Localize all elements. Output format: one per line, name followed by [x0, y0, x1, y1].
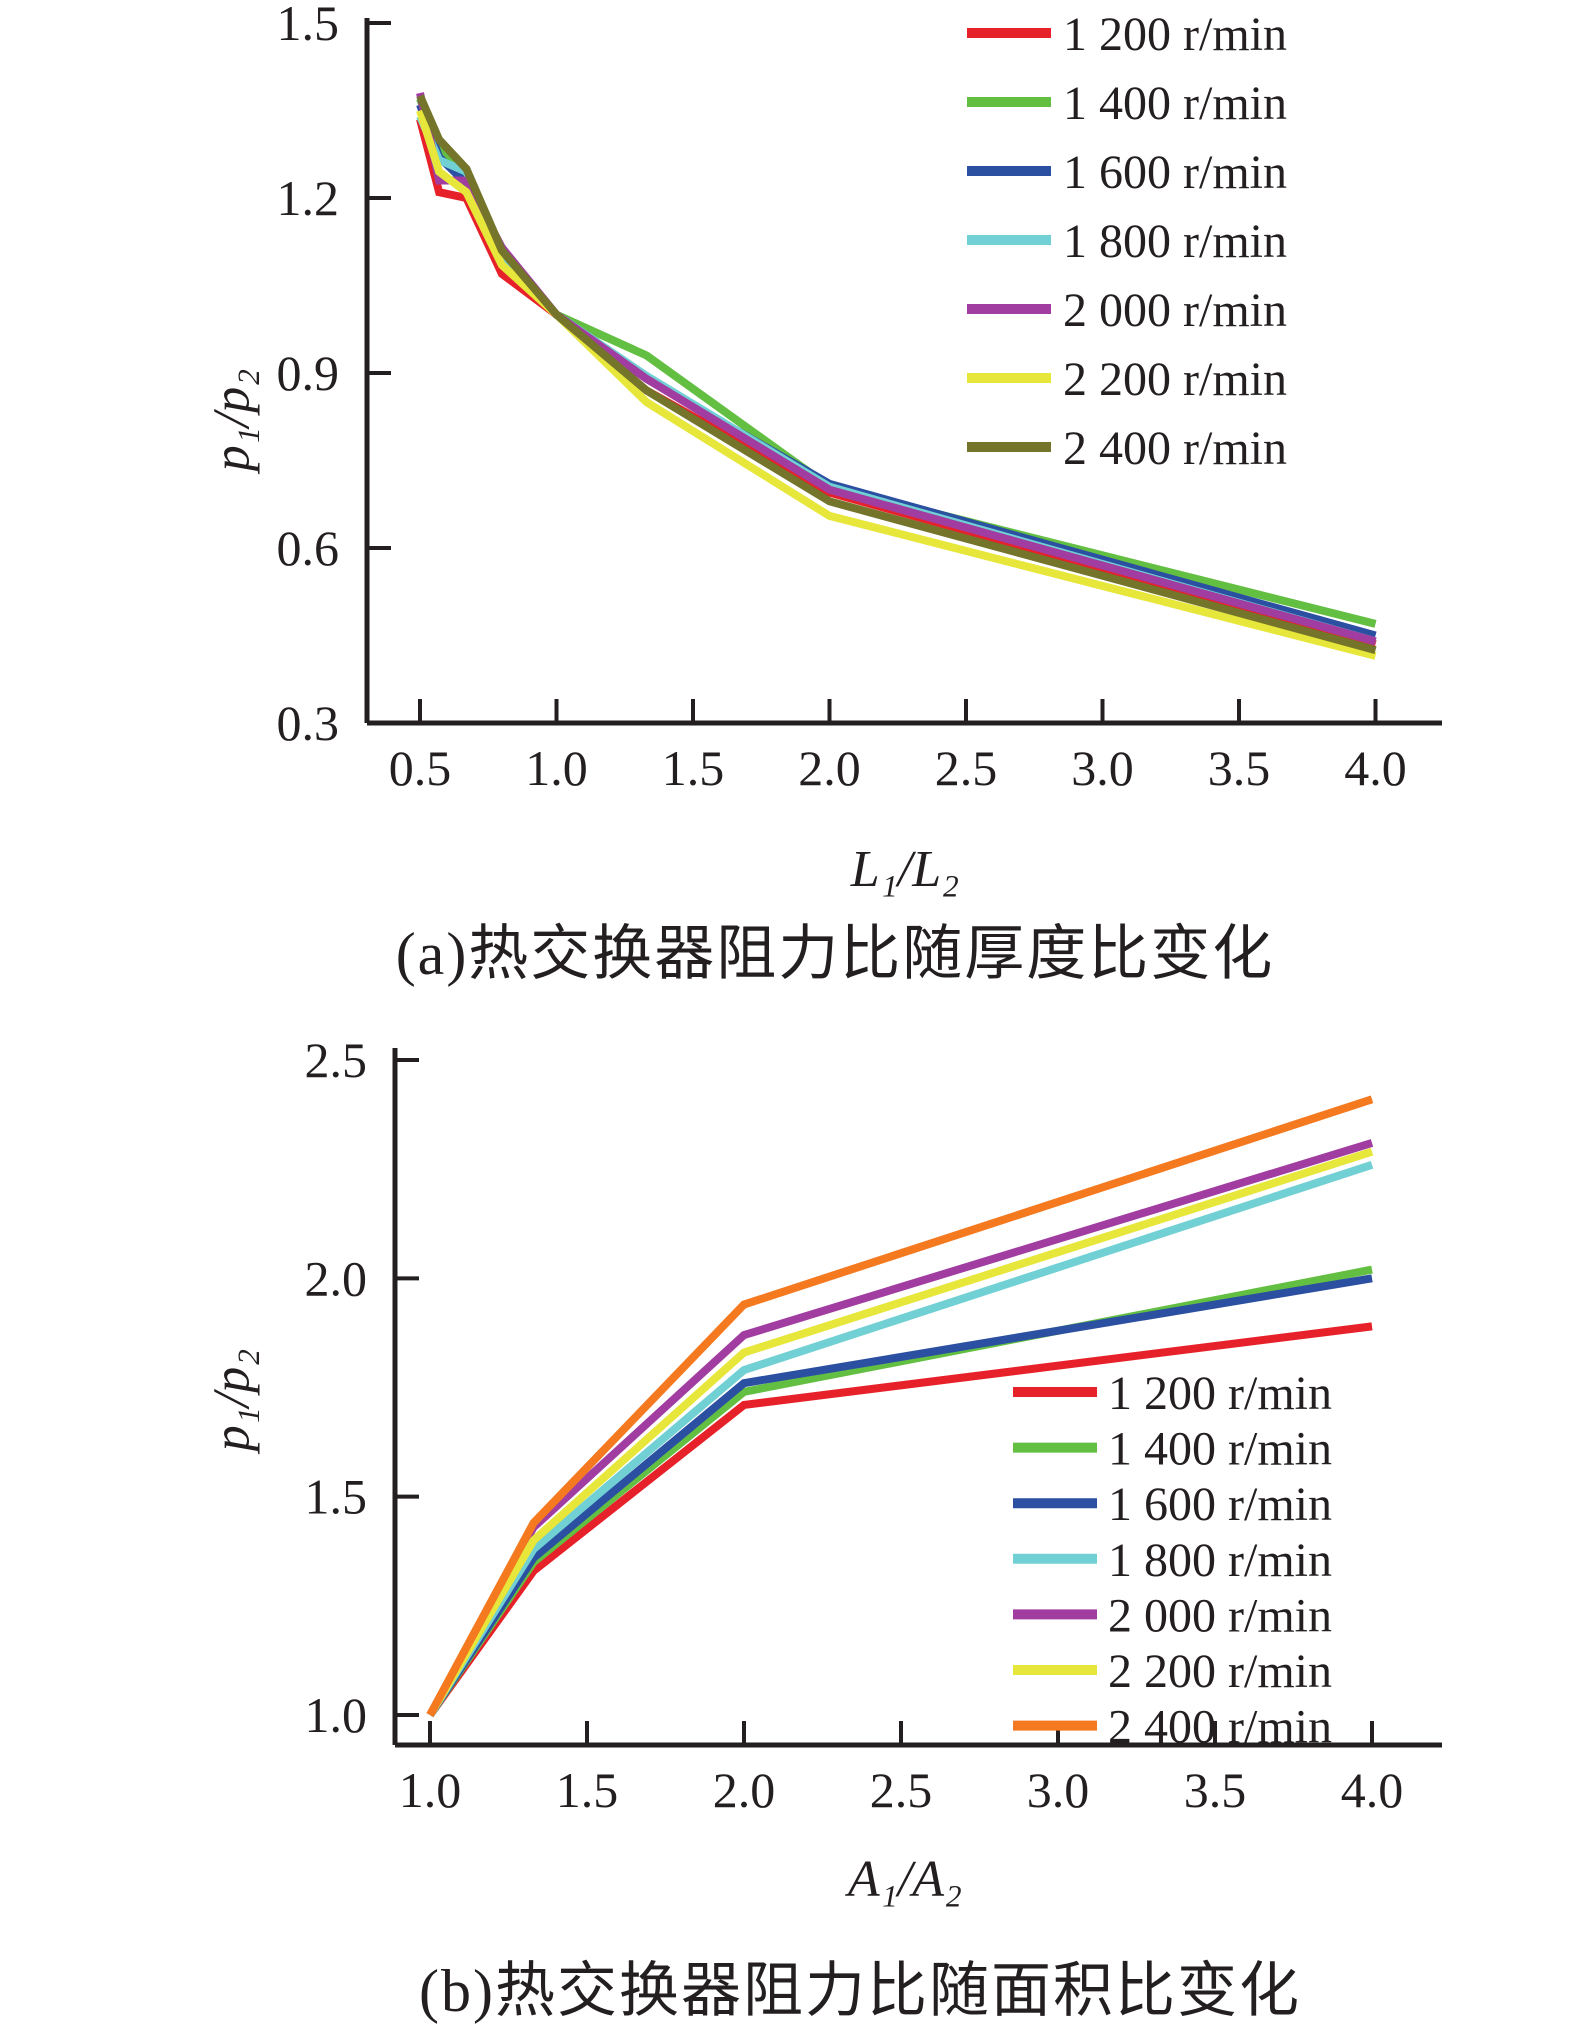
chart-a: 0.5 1.0 1.5 2.0 2.5 3.0 3.5 4.0 1.5 1.2 0.9 0.6 0.3 1… [277, 0, 1442, 796]
x-tick-label: 2.5 [870, 1762, 933, 1818]
chart-a-legend: 1 200 r/min 1 400 r/min 1 600 r/min 1 800 r… [967, 8, 1287, 475]
legend-label: 1 800 r/min [1108, 1534, 1332, 1587]
x-tick-label: 1.5 [662, 740, 725, 796]
x-tick-label: 2.0 [798, 740, 861, 796]
x-tick-label: 0.5 [389, 740, 452, 796]
chart-a-caption: (a)热交换器阻力比随厚度比变化 [395, 921, 1275, 987]
x-tick-label: 2.5 [935, 740, 998, 796]
legend-label: 1 600 r/min [1108, 1478, 1332, 1531]
series-line-b-2200r/min [426, 1147, 1374, 1718]
chart-a-x-axis-title: L₁/L₂ [850, 841, 960, 898]
x-tick-label: 3.0 [1071, 740, 1134, 796]
legend-label: 2 000 r/min [1063, 284, 1287, 337]
x-tick-label: 3.5 [1184, 1762, 1247, 1818]
series-line-a-2400r/min [416, 94, 1377, 654]
legend-label: 1 400 r/min [1108, 1423, 1332, 1476]
series-line-a-2200r/min [416, 109, 1377, 660]
legend-label: 1 200 r/min [1108, 1367, 1332, 1420]
y-tick-label: 1.5 [305, 1469, 368, 1525]
legend-label: 1 200 r/min [1063, 8, 1287, 61]
legend-label: 2 200 r/min [1108, 1645, 1332, 1698]
x-tick-label: 4.0 [1341, 1762, 1404, 1818]
y-tick-label: 2.0 [305, 1250, 368, 1306]
y-tick-label: 2.5 [305, 1032, 368, 1088]
x-tick-label: 3.0 [1027, 1762, 1090, 1818]
x-tick-label: 2.0 [713, 1762, 776, 1818]
x-tick-label: 4.0 [1344, 740, 1407, 796]
legend-label: 2 200 r/min [1063, 353, 1287, 406]
chart-b-caption: (b)热交换器阻力比随面积比变化 [419, 1958, 1301, 2024]
legend-label: 1 400 r/min [1063, 77, 1287, 130]
legend-label: 1 600 r/min [1063, 146, 1287, 199]
series-line-b-2400r/min [426, 1095, 1374, 1717]
legend-label: 2 400 r/min [1108, 1701, 1332, 1754]
chart-a-y-axis-title: p₁/p₂ [203, 368, 261, 472]
chart-b-x-axis-title: A₁/A₂ [847, 1851, 963, 1908]
x-tick-label: 3.5 [1208, 740, 1271, 796]
legend-label: 2 400 r/min [1063, 422, 1287, 475]
legend-label: 2 000 r/min [1108, 1589, 1332, 1642]
y-tick-label: 1.2 [277, 170, 340, 226]
chart-b-y-axis-title: p₁/p₂ [203, 1348, 261, 1452]
legend-label: 1 800 r/min [1063, 215, 1287, 268]
y-tick-label: 1.5 [277, 0, 340, 51]
x-tick-label: 1.5 [556, 1762, 619, 1818]
y-tick-label: 0.3 [277, 695, 340, 751]
chart-b: 1.0 1.5 2.0 2.5 3.0 3.5 4.0 2.5 2.0 1.5 1.0 1 200 r… [305, 1032, 1442, 1818]
x-tick-label: 1.0 [399, 1762, 462, 1818]
y-tick-label: 0.9 [277, 345, 340, 401]
x-tick-label: 1.0 [525, 740, 588, 796]
y-tick-label: 0.6 [277, 520, 340, 576]
y-tick-label: 1.0 [305, 1687, 368, 1743]
